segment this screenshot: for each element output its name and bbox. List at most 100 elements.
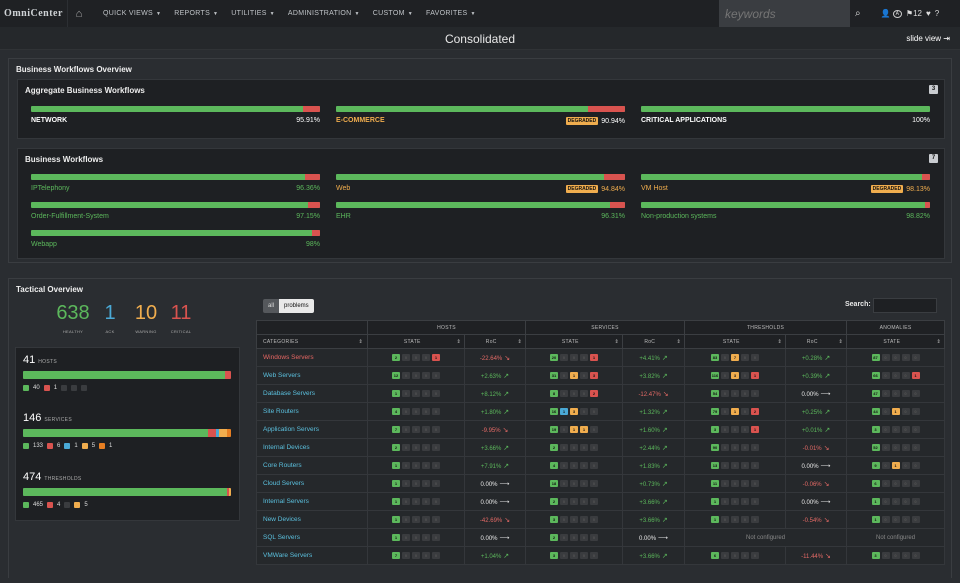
state-pill[interactable]: 9 [871,461,880,469]
state-pill[interactable]: 0 [901,389,910,397]
workflow-name[interactable]: IPTelephony [31,185,70,192]
state-pill[interactable]: 0 [751,551,760,559]
table-row[interactable]: VMWare Servers 7 0 0 0 0 +1.04% ↗ 3 0 0 0 0 +3.66% ↗… [256,546,946,565]
state-cell[interactable]: 90 0 0 0 0 [684,438,787,457]
state-pill[interactable]: 3 [711,425,720,433]
state-pill[interactable]: 0 [881,425,890,433]
category-link[interactable]: SQL Servers [256,528,368,547]
state-pill[interactable]: 0 [901,371,910,379]
sort-icon[interactable]: ⇕ [456,338,461,345]
state-pill[interactable]: 0 [580,371,589,379]
state-pill[interactable]: 0 [560,425,569,433]
workflow-name[interactable]: Webapp [31,241,57,248]
category-link[interactable]: Web Servers [256,366,368,385]
state-pill[interactable]: 0 [560,371,569,379]
state-pill[interactable]: 47 [871,389,880,397]
state-pill[interactable]: 0 [911,479,920,487]
state-pill[interactable]: 1 [570,371,579,379]
workflow-name[interactable]: CRITICAL APPLICATIONS [641,117,727,124]
state-pill[interactable]: 66 [871,371,880,379]
state-pill[interactable]: 0 [590,515,599,523]
state-pill[interactable]: 0 [580,353,589,361]
state-pill[interactable]: 0 [891,515,900,523]
state-pill[interactable]: 0 [412,443,420,451]
search-icon[interactable]: ⌕ [855,8,861,19]
state-pill[interactable]: 2 [751,407,760,415]
state-pill[interactable]: 2 [550,443,559,451]
state-pill[interactable]: 3 [871,425,880,433]
state-pill[interactable]: 0 [402,551,410,559]
state-pill[interactable]: 0 [731,497,740,505]
col-thresholds-state[interactable]: STATE ⇕ [684,334,787,349]
heart-icon[interactable]: ♥ [926,9,931,18]
state-pill[interactable]: 0 [901,461,910,469]
state-pill[interactable]: 8 [550,389,559,397]
state-pill[interactable]: 90 [711,443,720,451]
state-pill[interactable]: 79 [711,407,720,415]
table-row[interactable]: Web Servers 12 0 0 0 0 +2.63% ↗ 31 0 1 0 3 +3.82% ↗ 1… [256,366,946,385]
state-cell[interactable]: 31 0 1 0 3 [525,366,624,385]
state-pill[interactable]: 31 [550,371,559,379]
state-pill[interactable]: 1 [392,497,400,505]
state-pill[interactable]: 0 [422,479,430,487]
state-pill[interactable]: 0 [570,533,579,541]
sort-icon[interactable]: ⇕ [517,338,523,345]
state-pill[interactable]: 0 [580,479,589,487]
state-pill[interactable]: 0 [751,479,760,487]
state-pill[interactable]: 1 [711,515,720,523]
state-pill[interactable]: 0 [402,443,410,451]
state-pill[interactable]: 0 [422,425,430,433]
state-pill[interactable]: 0 [901,515,910,523]
state-pill[interactable]: 0 [911,407,920,415]
state-pill[interactable]: 7 [392,551,400,559]
state-pill[interactable]: 0 [741,515,750,523]
state-pill[interactable]: 0 [751,461,760,469]
state-cell[interactable]: 116 0 3 0 1 [684,366,787,385]
state-pill[interactable]: 0 [911,515,920,523]
state-pill[interactable]: 0 [560,551,569,559]
state-pill[interactable]: 0 [570,479,579,487]
state-pill[interactable]: 19 [550,425,559,433]
state-pill[interactable]: 0 [412,533,420,541]
state-pill[interactable]: 0 [422,371,430,379]
state-pill[interactable]: 0 [901,479,910,487]
workflow-name[interactable]: Web [336,185,351,192]
state-pill[interactable]: 0 [422,353,430,361]
state-pill[interactable]: 0 [432,425,440,433]
state-pill[interactable]: 0 [741,371,750,379]
category-link[interactable]: Site Routers [256,402,368,421]
state-cell[interactable]: 13 0 0 0 0 [684,456,787,475]
sort-icon[interactable]: ⇕ [676,338,682,345]
state-cell[interactable]: 11 0 0 0 0 [684,474,787,493]
state-pill[interactable]: 1 [590,353,599,361]
state-pill[interactable]: 0 [901,407,910,415]
state-pill[interactable]: 6 [871,479,880,487]
state-pill[interactable]: 0 [731,389,740,397]
state-pill[interactable]: 0 [741,389,750,397]
menu-utilities[interactable]: UTILITIES ▼ [231,10,275,17]
state-pill[interactable]: 0 [402,533,410,541]
state-pill[interactable]: 1 [392,389,400,397]
tab-all[interactable]: all [263,299,280,313]
table-row[interactable]: New Devices 1 0 0 0 0 -42.69% ↘ 3 0 0 0 0 +3.66% ↗ 1 0… [256,510,946,529]
table-row[interactable]: Internal Servers 1 0 0 0 0 0.00% ⟶ 2 0 0 0 0 +3.66% … [256,492,946,511]
state-pill[interactable]: 0 [891,551,900,559]
home-icon[interactable]: ⌂ [75,7,83,20]
state-pill[interactable]: 0 [402,479,410,487]
menu-quick-views[interactable]: QUICK VIEWS ▼ [103,10,162,17]
category-link[interactable]: Cloud Servers [256,474,368,493]
table-row[interactable]: SQL Servers 1 0 0 0 0 0.00% ⟶ 2 0 0 0 0 0.00% ⟶ Not c… [256,528,946,547]
state-pill[interactable]: 0 [881,407,890,415]
state-pill[interactable]: 2 [590,389,599,397]
omnicenter-logo[interactable]: OmniCenter [0,0,68,27]
state-pill[interactable]: 0 [412,425,420,433]
state-cell[interactable]: 87 0 0 0 0 [846,348,946,367]
